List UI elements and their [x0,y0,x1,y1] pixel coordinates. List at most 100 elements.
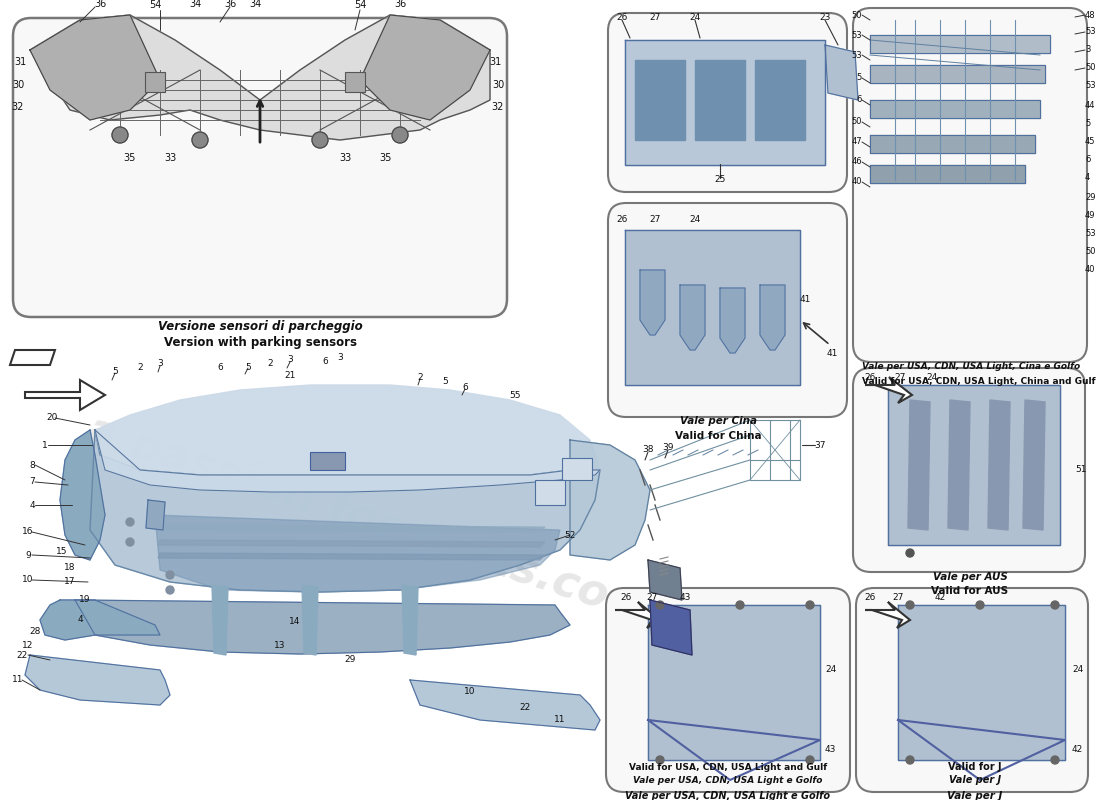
Text: 50: 50 [851,118,862,126]
Text: 5: 5 [112,367,118,377]
Polygon shape [760,285,785,350]
Polygon shape [158,553,544,560]
Text: 32: 32 [492,102,504,112]
Text: Vale per USA, CDN, USA Light, Cina e Golfo: Vale per USA, CDN, USA Light, Cina e Gol… [862,362,1080,371]
Text: 4: 4 [30,501,35,510]
Text: 50: 50 [851,10,862,19]
Text: 2: 2 [417,374,422,382]
Text: Vale per USA, CDN, USA Light e Golfo: Vale per USA, CDN, USA Light e Golfo [634,776,823,785]
Polygon shape [870,100,1040,118]
Bar [345,72,365,92]
Bar [145,72,165,92]
Circle shape [806,601,814,609]
Bar [535,480,565,505]
Text: 2: 2 [267,359,273,369]
Text: 54: 54 [148,0,162,10]
FancyBboxPatch shape [852,8,1087,362]
Circle shape [166,571,174,579]
Text: 45: 45 [1085,138,1096,146]
Text: 22: 22 [16,650,28,659]
Text: 36: 36 [94,0,106,9]
Text: 31: 31 [488,57,502,67]
Text: 34: 34 [189,0,201,9]
Circle shape [906,756,914,764]
Polygon shape [898,605,1065,760]
Polygon shape [870,35,1050,53]
Text: 5: 5 [1085,119,1090,129]
Text: 6: 6 [1085,155,1090,165]
Text: 55: 55 [509,390,520,399]
Polygon shape [155,515,560,592]
Text: 41: 41 [826,349,838,358]
Polygon shape [888,385,1060,545]
Polygon shape [870,65,1045,83]
Polygon shape [75,600,570,654]
Polygon shape [30,15,489,140]
Polygon shape [948,400,970,530]
Text: 26: 26 [616,215,628,225]
Polygon shape [755,60,805,140]
Text: 29: 29 [344,655,355,665]
Polygon shape [635,60,685,140]
Text: 30: 30 [492,80,504,90]
Text: 12: 12 [22,641,34,650]
Text: 39: 39 [662,443,673,453]
Text: 24: 24 [690,14,701,22]
Text: 5: 5 [442,378,448,386]
Text: 27: 27 [649,14,661,22]
Polygon shape [908,400,930,530]
Polygon shape [648,605,820,760]
Text: 43: 43 [825,746,836,754]
Polygon shape [402,585,418,655]
Text: 49: 49 [1085,210,1096,219]
FancyBboxPatch shape [608,13,847,192]
Text: Vale per AUS: Vale per AUS [933,572,1008,582]
Text: 28: 28 [30,627,41,637]
Polygon shape [30,15,159,120]
Text: 22: 22 [519,703,530,713]
Text: 46: 46 [851,158,862,166]
Polygon shape [615,602,660,628]
Text: 20: 20 [46,413,57,422]
Text: 44: 44 [1085,101,1096,110]
Text: 4: 4 [1085,174,1090,182]
Text: Vale per Cina: Vale per Cina [680,416,757,426]
Text: 33: 33 [339,153,351,163]
Circle shape [1050,601,1059,609]
FancyBboxPatch shape [606,588,850,792]
Polygon shape [625,40,825,165]
Polygon shape [25,380,104,410]
Text: 33: 33 [164,153,176,163]
Text: 51: 51 [1075,466,1087,474]
Text: 53: 53 [851,50,862,59]
Polygon shape [212,585,228,655]
FancyBboxPatch shape [856,588,1088,792]
Text: 50: 50 [1085,63,1096,73]
Polygon shape [10,350,55,365]
Text: 26: 26 [865,594,876,602]
Circle shape [392,127,408,143]
Text: 36: 36 [394,0,406,9]
Text: 19: 19 [79,595,90,605]
Polygon shape [648,560,682,600]
Polygon shape [95,430,600,492]
Polygon shape [60,430,104,560]
Text: 26: 26 [620,594,631,602]
Text: 21: 21 [284,370,296,379]
Text: 5: 5 [245,362,251,371]
Text: 30: 30 [12,80,24,90]
Circle shape [806,756,814,764]
Text: 6: 6 [217,363,223,373]
Text: 8: 8 [29,461,35,470]
Text: 13: 13 [274,641,286,650]
Text: 43: 43 [680,594,691,602]
Polygon shape [570,440,650,560]
Text: 48: 48 [1085,10,1096,19]
Polygon shape [25,655,171,705]
Text: 35: 35 [124,153,136,163]
Text: 24: 24 [1072,666,1084,674]
Circle shape [112,127,128,143]
Text: 37: 37 [814,441,826,450]
Text: Vale per J: Vale per J [949,775,1001,785]
Circle shape [976,601,984,609]
